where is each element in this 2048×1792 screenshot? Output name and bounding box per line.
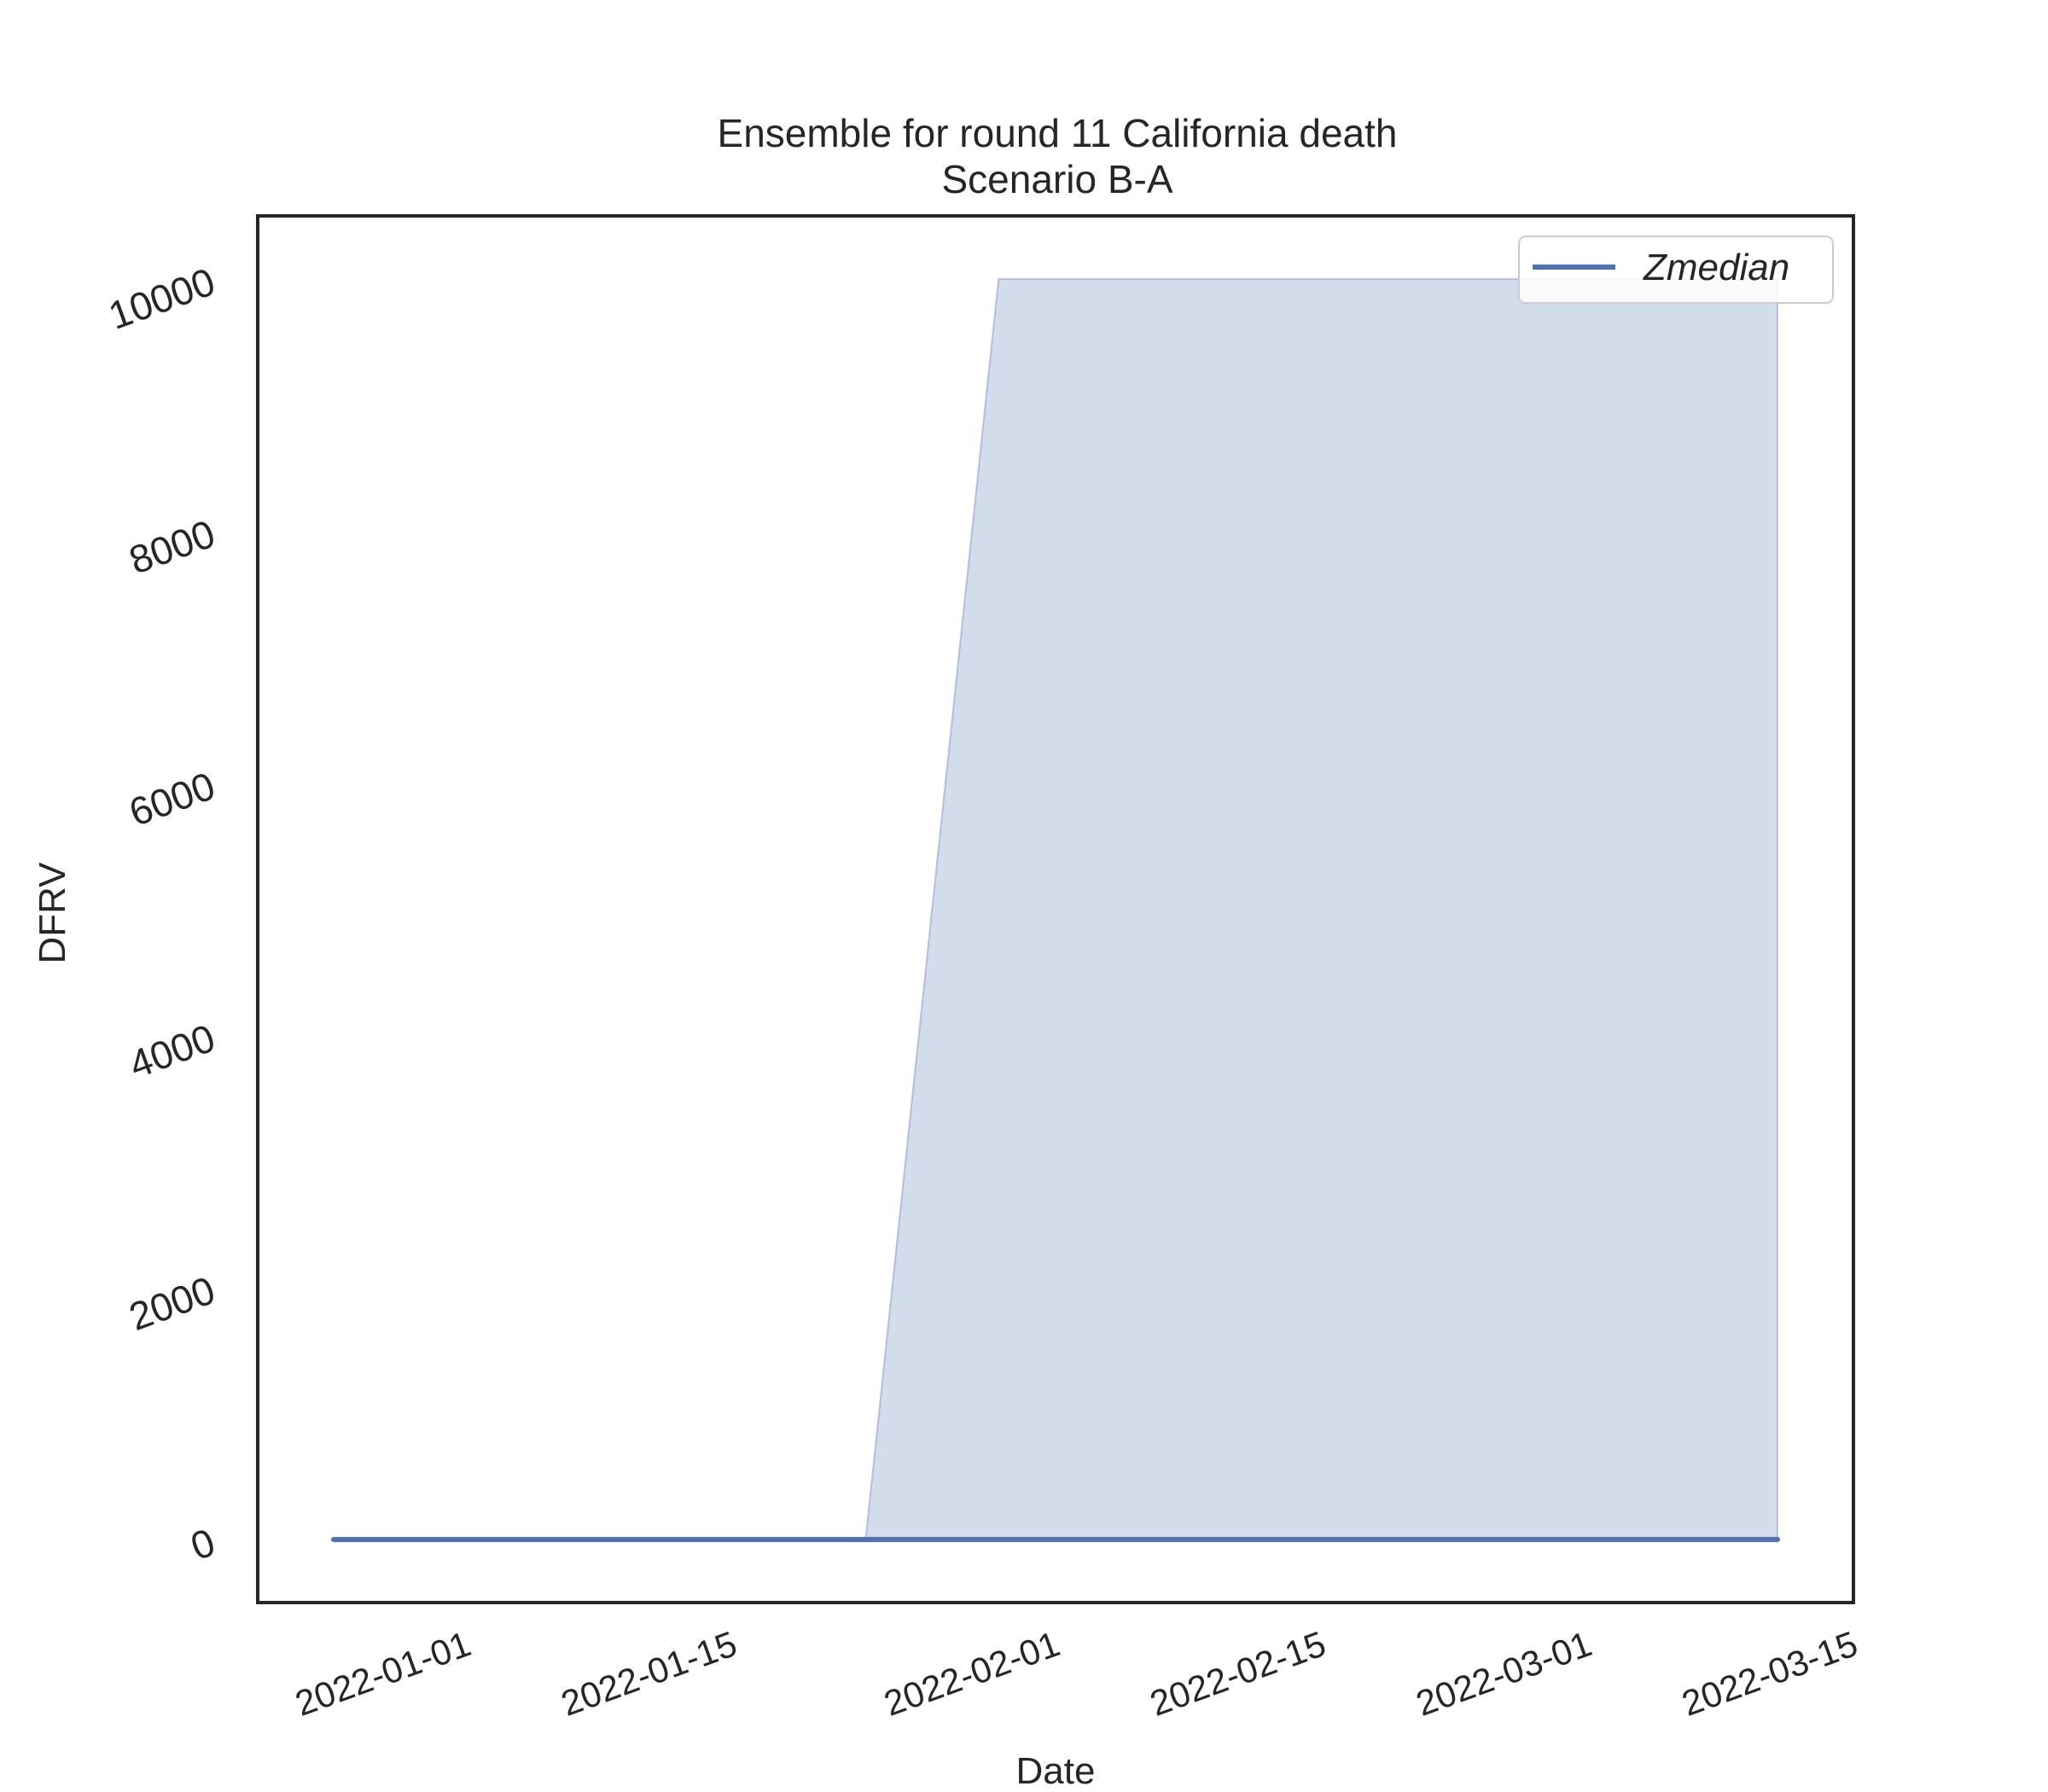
y-axis-label: DFRV xyxy=(32,862,73,964)
plot-area xyxy=(331,277,1780,1543)
chart-title: Ensemble for round 11 California death xyxy=(718,111,1398,155)
plot-frame xyxy=(256,214,1855,1604)
chart-subtitle: Scenario B-A xyxy=(941,157,1172,201)
x-axis-label: Date xyxy=(1016,1750,1096,1792)
legend-label: Zmedian xyxy=(1643,247,1789,288)
legend-box xyxy=(1518,236,1834,304)
legend: Zmedian xyxy=(1518,236,1834,304)
